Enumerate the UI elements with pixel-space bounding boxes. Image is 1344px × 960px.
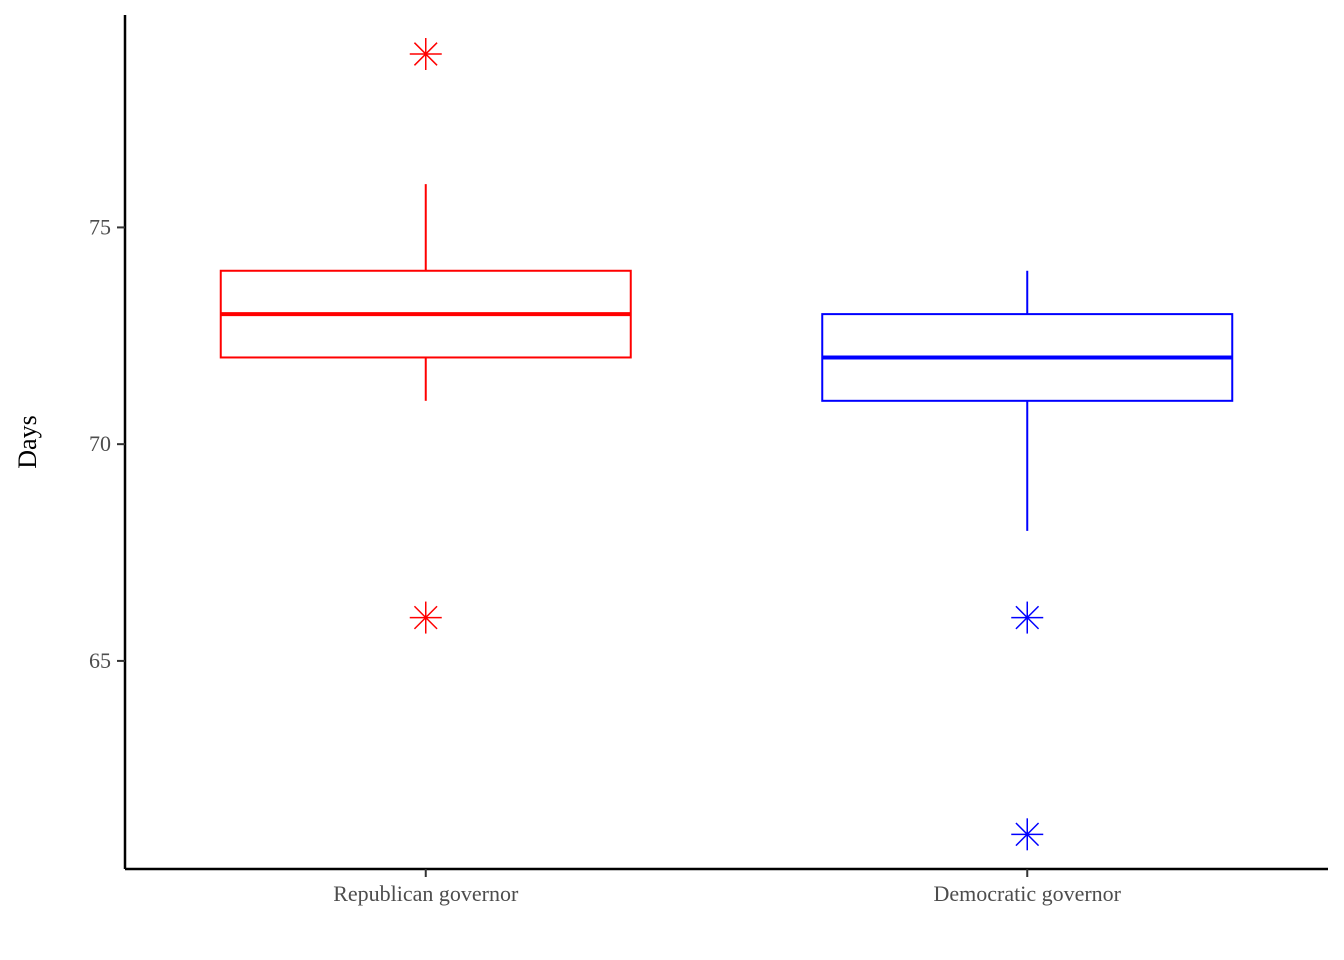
x-ticks: Republican governor Democratic governor — [333, 869, 1122, 906]
outlier-stroke — [1015, 605, 1040, 630]
y-tick-label: 70 — [89, 431, 111, 456]
outlier-stroke — [413, 605, 438, 630]
y-ticks: 65 70 75 — [89, 214, 125, 673]
x-tick-label: Democratic governor — [933, 881, 1121, 906]
y-tick-label: 65 — [89, 648, 111, 673]
y-tick-label: 75 — [89, 214, 111, 239]
outlier-point — [409, 601, 442, 634]
outlier-stroke — [1015, 822, 1040, 847]
x-tick-label: Republican governor — [333, 881, 519, 906]
plot-area — [219, 38, 1234, 851]
outlier-point — [409, 38, 442, 71]
outlier-point — [1011, 818, 1044, 851]
box-group — [821, 270, 1234, 851]
outlier-point — [1011, 601, 1044, 634]
box-group — [219, 38, 632, 634]
outlier-stroke — [413, 42, 438, 66]
y-axis-title: Days — [13, 415, 42, 468]
axes — [123, 15, 1328, 871]
